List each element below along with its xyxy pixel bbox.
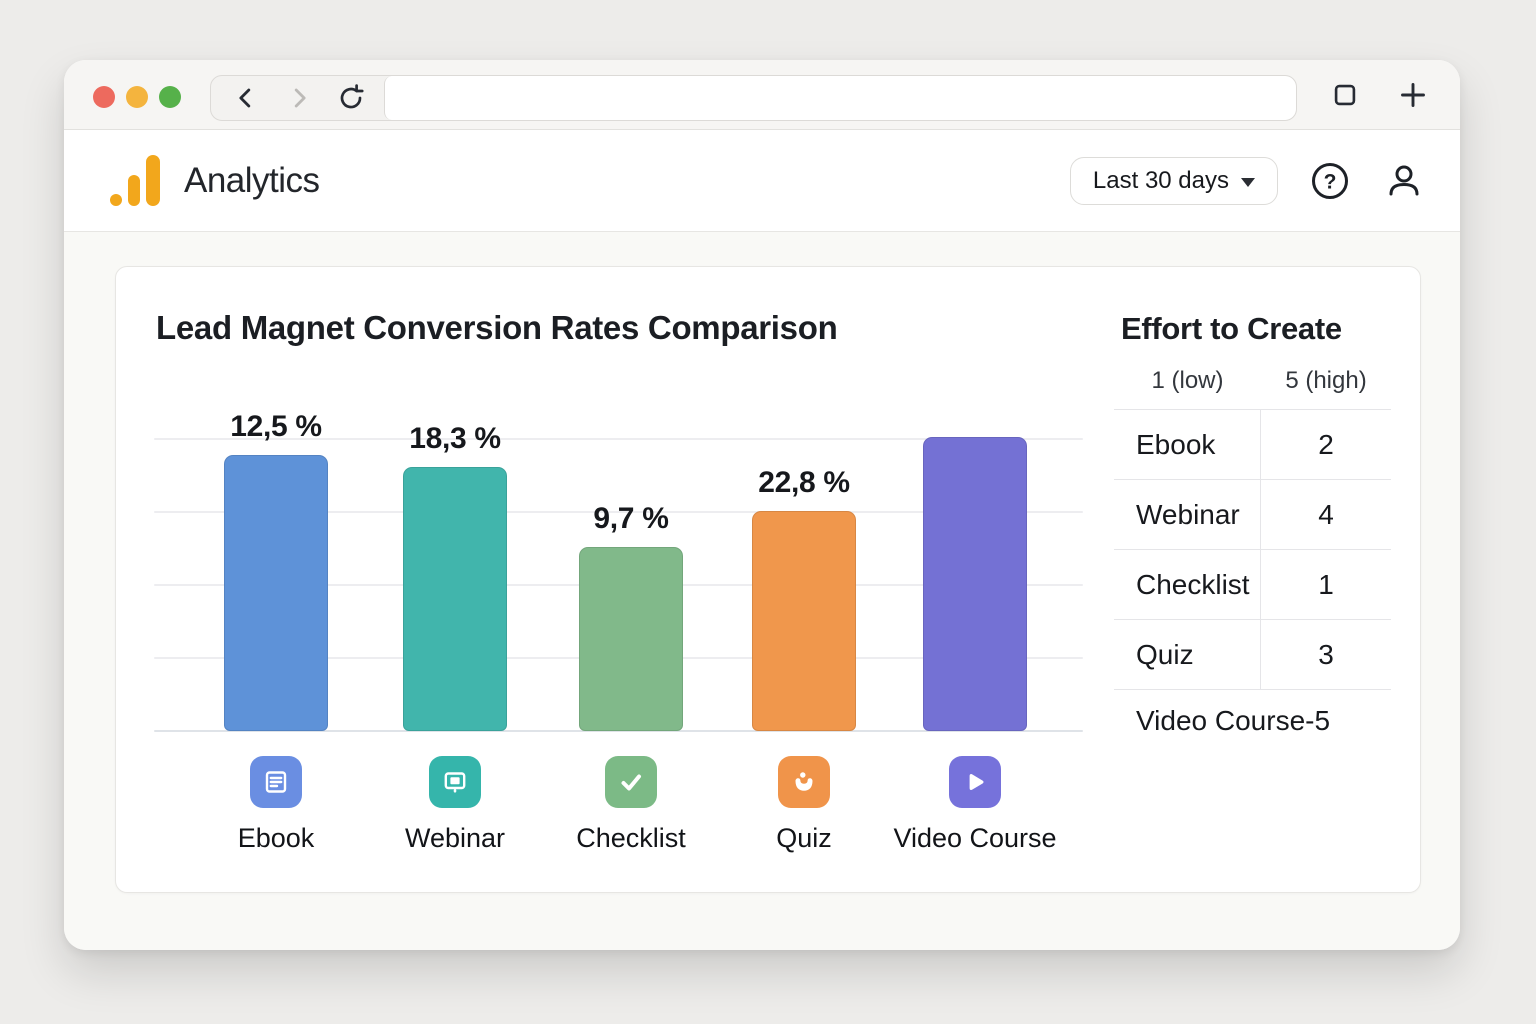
category-label: Quiz [776,823,832,853]
effort-row-value: 1 [1318,568,1334,600]
bar-value-label: 18,3 % [409,422,501,455]
table-row: Webinar 4 [1114,479,1391,549]
effort-row-label: Checklist [1114,550,1261,619]
analytics-logo-icon [110,155,162,207]
chart-bar-webinar[interactable] [403,467,507,731]
checkmark-icon [621,774,641,791]
bar-value-label: 22,8 % [758,466,850,499]
table-row: Video Course-5 [1114,689,1391,751]
nav-buttons [211,76,384,120]
document-icon-tile [250,756,302,808]
forward-button[interactable] [282,81,316,115]
effort-row-value: 3 [1318,638,1334,670]
chart-bar-quiz[interactable] [752,511,856,731]
effort-table: Ebook 2 Webinar 4 Checklist 1 Quiz 3 Vid… [1114,409,1391,751]
browser-window: Analytics Last 30 days ? L [64,60,1460,950]
browser-chrome [64,60,1460,130]
effort-col-high: 5 (high) [1285,367,1367,394]
smiley-icon-tile [778,756,830,808]
chart-plot: 12,5 % 18,3 % 9,7 % 22,8 % [154,410,1083,732]
window-buttons [1328,78,1430,112]
category-label: Webinar [404,823,506,853]
reload-icon [340,84,364,109]
help-icon: ? [1312,163,1348,199]
gridline [154,511,1083,513]
user-icon [1389,165,1419,196]
chevron-down-icon [1241,178,1255,187]
monitor-icon-tile [429,756,481,808]
effort-row-label: Quiz [1114,620,1261,689]
chart-bar-ebook[interactable] [224,455,328,731]
close-window-button[interactable] [93,86,115,108]
play-icon-tile [949,756,1001,808]
forward-icon [294,88,306,108]
svg-text:?: ? [1324,171,1337,194]
effort-row-value: 4 [1318,498,1334,530]
back-button[interactable] [229,81,263,115]
chart-category: Video Course [885,756,1065,854]
page-content: Lead Magnet Conversion Rates Comparison … [64,232,1460,950]
minimize-window-button[interactable] [126,86,148,108]
app-header: Analytics Last 30 days ? [64,130,1460,232]
category-label: Ebook [237,823,315,853]
x-axis-baseline [154,730,1083,732]
help-button[interactable]: ? [1308,159,1352,203]
effort-col-low: 1 (low) [1151,367,1224,394]
gridline [154,438,1083,440]
brand: Analytics [110,130,320,232]
chart-title: Lead Magnet Conversion Rates Comparison [156,309,838,346]
effort-table-title: Effort to Create [1121,311,1342,346]
dashboard-card: Lead Magnet Conversion Rates Comparison … [115,266,1421,893]
chart-category: Webinar [365,756,545,854]
monitor-icon [444,772,466,793]
effort-table-header: 1 (low) 5 (high) [1114,367,1391,395]
reload-button[interactable] [334,81,368,115]
browser-toolbar [210,75,1297,121]
table-row: Checklist 1 [1114,549,1391,619]
bar-value-label: 9,7 % [593,502,669,535]
category-label: Video Course [893,823,1057,853]
zoom-window-button[interactable] [159,86,181,108]
plus-icon [1401,83,1425,107]
chart-category: Quiz [714,756,894,854]
bar-value-label: 12,5 % [230,410,322,443]
new-tab-button[interactable] [1396,78,1430,112]
category-label: Checklist [576,823,686,853]
tab-overview-button[interactable] [1328,78,1362,112]
effort-row-value: 2 [1318,428,1334,460]
back-icon [239,88,251,108]
tab-overview-icon [1334,84,1356,106]
header-actions: Last 30 days ? [1069,130,1426,232]
chart-category: Ebook [186,756,366,854]
document-icon [265,771,287,793]
chart-bar-checklist[interactable] [579,547,683,731]
app-title: Analytics [184,161,320,200]
effort-row-label: Ebook [1114,410,1261,479]
chart-category: Checklist [541,756,721,854]
traffic-lights [93,86,181,108]
table-row: Ebook 2 [1114,409,1391,479]
play-icon [969,774,984,790]
date-range-label: Last 30 days [1092,167,1229,194]
smiley-icon [795,772,813,791]
effort-row-label: Webinar [1114,480,1261,549]
chart-bar-video-course[interactable] [923,437,1027,731]
address-bar[interactable] [384,76,1296,120]
checkmark-icon-tile [605,756,657,808]
date-range-button[interactable]: Last 30 days [1069,157,1278,205]
chart-category-row: Ebook Webinar Checklist Quiz Video Course [154,756,1083,866]
account-button[interactable] [1382,159,1426,203]
table-row: Quiz 3 [1114,619,1391,689]
